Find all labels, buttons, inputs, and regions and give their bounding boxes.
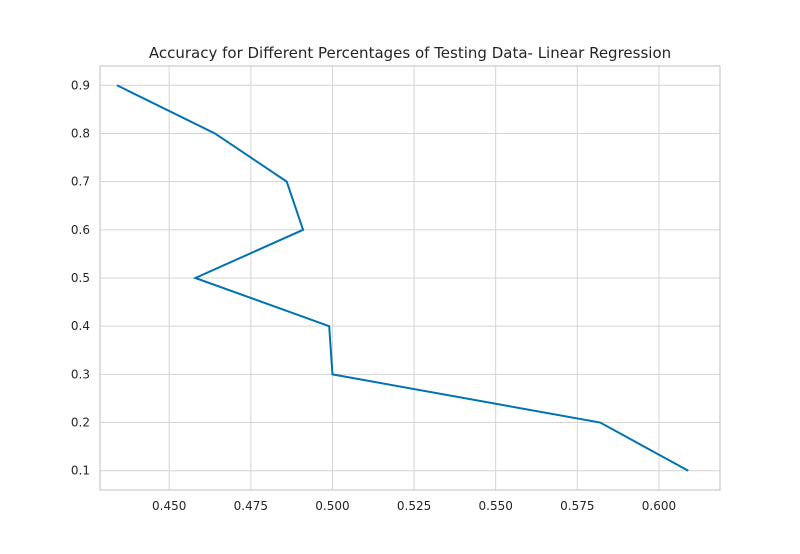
data-point: [687, 470, 689, 472]
x-tick-label: 0.525: [397, 499, 431, 513]
y-tick-label: 0.8: [71, 126, 90, 140]
chart-title: Accuracy for Different Percentages of Te…: [149, 44, 671, 62]
x-tick-label: 0.450: [152, 499, 186, 513]
x-axis-tick-labels: 0.450 0.475 0.500 0.525 0.550 0.575 0.600: [152, 499, 676, 513]
y-axis-tick-labels: 0.1 0.2 0.3 0.4 0.5 0.6 0.7 0.8 0.9: [71, 78, 90, 477]
y-tick-label: 0.4: [71, 319, 90, 333]
grid-lines: [100, 66, 720, 490]
data-point: [286, 181, 288, 183]
y-tick-label: 0.1: [71, 464, 90, 478]
data-point: [116, 84, 118, 86]
data-point: [331, 373, 333, 375]
y-tick-label: 0.9: [71, 78, 90, 92]
x-tick-label: 0.550: [479, 499, 513, 513]
data-point: [214, 132, 216, 134]
data-point: [302, 229, 304, 231]
series-layer: [116, 84, 689, 472]
plot-area-frame: [99, 65, 721, 491]
series-0: [116, 84, 689, 472]
data-point: [599, 422, 601, 424]
data-point: [194, 277, 196, 279]
y-tick-label: 0.5: [71, 271, 90, 285]
x-tick-label: 0.500: [315, 499, 349, 513]
data-point: [328, 325, 330, 327]
y-tick-label: 0.3: [71, 367, 90, 381]
x-tick-label: 0.575: [560, 499, 594, 513]
x-tick-label: 0.475: [234, 499, 268, 513]
series-line: [116, 84, 689, 472]
y-tick-label: 0.2: [71, 416, 90, 430]
y-tick-label: 0.6: [71, 223, 90, 237]
y-tick-label: 0.7: [71, 175, 90, 189]
x-tick-label: 0.600: [642, 499, 676, 513]
